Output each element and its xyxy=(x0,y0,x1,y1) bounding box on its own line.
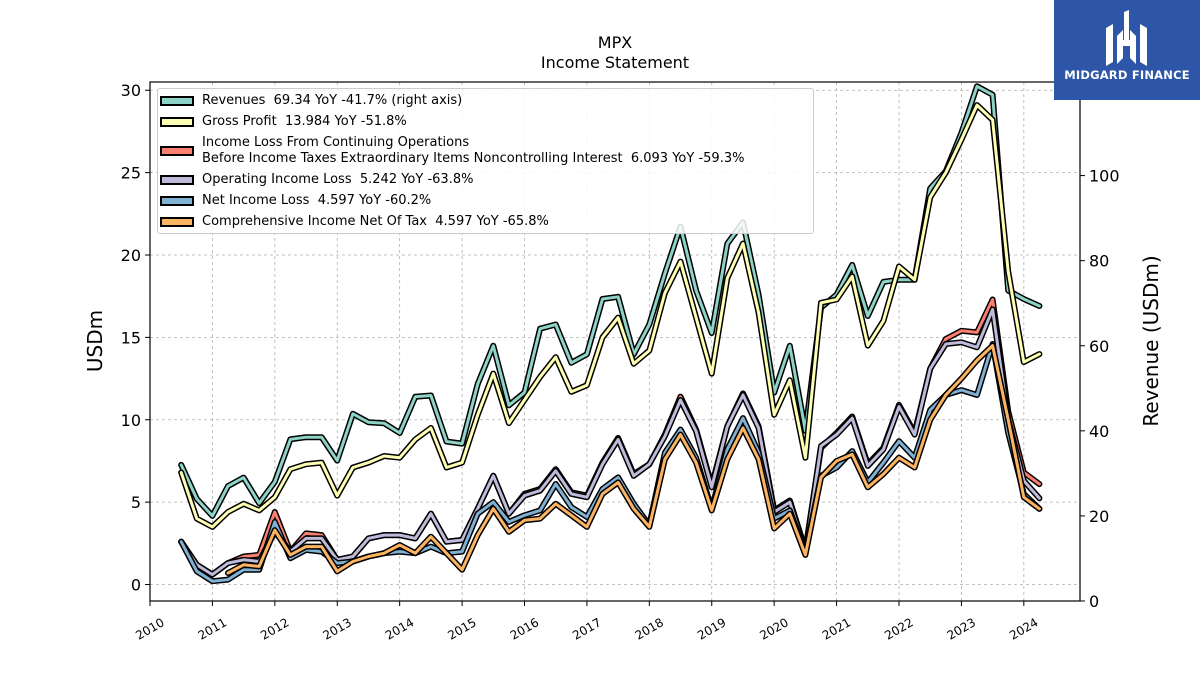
right-axis-label: Revenue (USDm) xyxy=(1139,255,1163,426)
legend-swatch-revenues xyxy=(160,96,194,106)
right-tick-label: 40 xyxy=(1089,422,1109,441)
right-tick-label: 20 xyxy=(1089,507,1109,526)
right-axis: 020406080100120 xyxy=(1080,82,1120,611)
legend-label-pretax-income: Income Loss From Continuing Operations B… xyxy=(202,135,745,166)
x-tick-label: 2021 xyxy=(820,615,853,642)
x-tick-label: 2015 xyxy=(445,615,478,642)
chart-subtitle: Income Statement xyxy=(541,53,689,72)
y-axis-label: USDm xyxy=(83,310,107,372)
legend-label-operating-income: Operating Income Loss 5.242 YoY -63.8% xyxy=(202,172,474,187)
legend-swatch-net-income xyxy=(160,196,194,206)
y-tick-label: 20 xyxy=(121,246,141,265)
legend-entry-pretax-income: Income Loss From Continuing Operations B… xyxy=(158,134,744,168)
right-tick-label: 80 xyxy=(1089,252,1109,271)
legend-label-revenues: Revenues 69.34 YoY -41.7% (right axis) xyxy=(202,93,463,108)
x-tick-label: 2018 xyxy=(633,615,666,642)
y-tick-label: 10 xyxy=(121,411,141,430)
legend: Revenues 69.34 YoY -41.7% (right axis) G… xyxy=(157,88,814,234)
y-tick-label: 0 xyxy=(131,576,141,595)
plot-frame xyxy=(149,81,1081,602)
y-tick-label: 25 xyxy=(121,164,141,183)
legend-entry-net-income: Net Income Loss 4.597 YoY -60.2% xyxy=(158,192,431,210)
x-tick-label: 2011 xyxy=(196,615,229,642)
x-tick-label: 2019 xyxy=(695,615,728,642)
y-tick-label: 5 xyxy=(131,493,141,512)
x-tick-label: 2014 xyxy=(383,615,416,642)
x-tick-label: 2024 xyxy=(1007,615,1040,642)
legend-entry-gross-profit: Gross Profit 13.984 YoY -51.8% xyxy=(158,113,407,131)
legend-swatch-operating-income xyxy=(160,175,194,185)
x-tick-label: 2012 xyxy=(258,615,291,642)
right-tick-label: 100 xyxy=(1089,167,1120,186)
left-axis: 0 5 10 15 20 25 30 xyxy=(121,81,150,595)
x-tick-label: 2013 xyxy=(321,615,354,642)
legend-swatch-gross-profit xyxy=(160,117,194,127)
legend-entry-operating-income: Operating Income Loss 5.242 YoY -63.8% xyxy=(158,171,473,189)
right-tick-label: 60 xyxy=(1089,337,1109,356)
legend-label-net-income: Net Income Loss 4.597 YoY -60.2% xyxy=(202,193,432,208)
y-tick-label: 15 xyxy=(121,328,141,347)
brand-logo: MIDGARD FINANCE xyxy=(1054,0,1200,100)
x-tick-label: 2016 xyxy=(508,615,541,642)
legend-entry-comprehensive-income: Comprehensive Income Net Of Tax 4.597 Yo… xyxy=(158,213,549,231)
legend-swatch-pretax-income xyxy=(160,146,194,156)
series-line-comprehensive-income-net-of-tax xyxy=(226,344,1041,575)
x-axis: 2010 2011 2012 2013 2014 2015 2016 2017 2018 2019… xyxy=(133,601,1041,643)
legend-label-comprehensive-income: Comprehensive Income Net Of Tax 4.597 Yo… xyxy=(202,214,549,229)
chart-title: MPX xyxy=(598,33,632,52)
logo-text: MIDGARD FINANCE xyxy=(1064,68,1190,82)
legend-label-gross-profit: Gross Profit 13.984 YoY -51.8% xyxy=(202,114,407,129)
legend-entry-revenues: Revenues 69.34 YoY -41.7% (right axis) xyxy=(158,92,462,110)
x-tick-label: 2017 xyxy=(570,615,603,642)
x-tick-label: 2022 xyxy=(882,615,915,642)
series-layer xyxy=(178,83,1043,585)
right-tick-label: 0 xyxy=(1089,592,1099,611)
logo-mark-icon xyxy=(1106,10,1147,66)
x-tick-label: 2020 xyxy=(757,615,790,642)
series-line-operating-income-loss xyxy=(179,307,1041,577)
x-tick-label: 2010 xyxy=(133,615,166,642)
x-tick-label: 2023 xyxy=(945,615,978,642)
legend-swatch-comprehensive-income xyxy=(160,217,194,227)
y-tick-label: 30 xyxy=(121,81,141,100)
series-line-gross-profit xyxy=(179,103,1041,529)
